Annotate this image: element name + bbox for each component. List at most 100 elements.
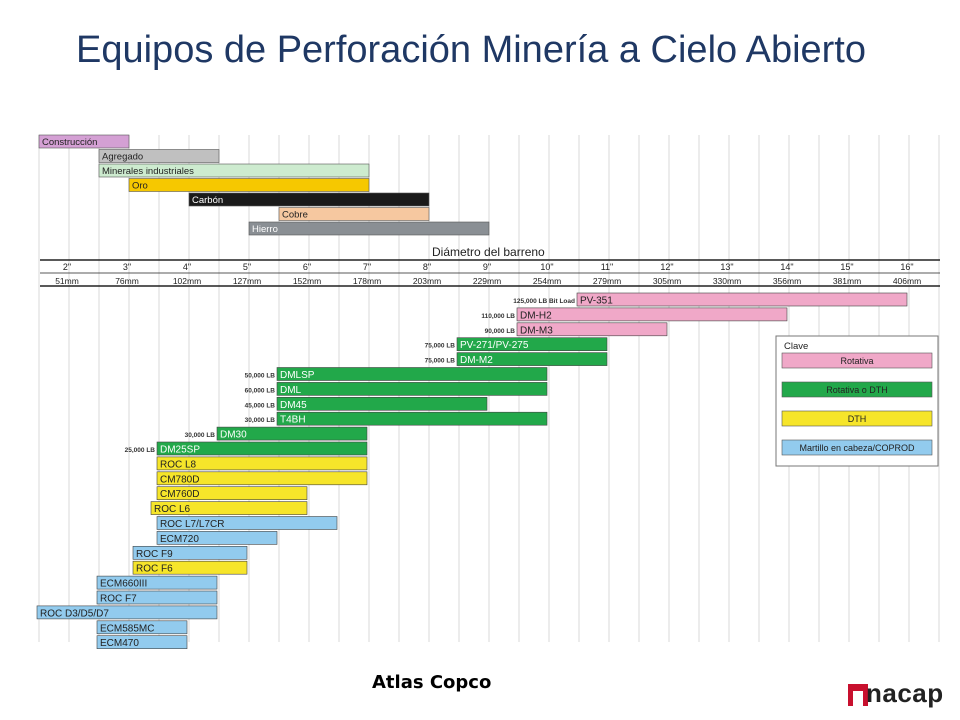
tick-label-in-0: 2"	[63, 262, 71, 272]
rig-bar-roc-f7	[96, 590, 218, 605]
footer-credit: Atlas Copco	[372, 672, 492, 693]
legend-swatch-rotativa	[781, 352, 933, 369]
tick-label-in-11: 13"	[720, 262, 733, 272]
rig-label-roc-l6: ROC L6	[154, 504, 191, 515]
rig-bar-dm30	[216, 426, 368, 441]
rig-load-dm25sp: 25,000 LB	[125, 447, 156, 454]
tick-label-in-7: 9"	[483, 262, 491, 272]
rig-load-pv-271-pv-275: 75,000 LB	[425, 343, 456, 350]
rig-label-roc-l7-l7cr: ROC L7/L7CR	[160, 519, 224, 530]
legend-label-dth: DTH	[848, 414, 867, 424]
rig-load-dm-m2: 75,000 LB	[425, 358, 456, 365]
rig-bar-roc-f6	[132, 560, 248, 575]
rig-label-dm-h2: DM-H2	[520, 310, 552, 321]
tick-label-mm-0: 51mm	[55, 276, 79, 286]
tick-label-mm-2: 102mm	[173, 276, 201, 286]
tick-label-mm-5: 178mm	[353, 276, 381, 286]
application-label-minerales-industriales: Minerales industriales	[102, 166, 194, 177]
rig-load-pv-351: 125,000 LB Bit Load	[513, 298, 575, 305]
rig-label-ecm585mc: ECM585MC	[100, 623, 154, 634]
application-label-carb-n: Carbón	[192, 195, 223, 206]
tick-label-in-6: 8"	[423, 262, 431, 272]
rig-bar-dm-h2	[516, 307, 788, 322]
rig-label-t4bh: T4BH	[280, 415, 306, 426]
rig-label-dm30: DM30	[220, 430, 247, 441]
rig-bar-dm-m2	[456, 352, 608, 366]
drilling-chart: Construcción Agregado Minerales industrial…	[36, 134, 940, 650]
rig-load-dm30: 30,000 LB	[185, 432, 216, 439]
rig-bar-pv-271-pv-275	[456, 337, 608, 352]
application-bar-construcci-n	[38, 134, 130, 149]
tick-label-mm-3: 127mm	[233, 276, 261, 286]
rig-bar-ecm585mc	[96, 620, 188, 635]
rig-label-dm-m3: DM-M3	[520, 325, 553, 336]
tick-label-mm-14: 406mm	[893, 276, 921, 286]
rig-label-roc-d3-d5-d7: ROC D3/D5/D7	[40, 608, 109, 619]
rig-bar-dm45	[276, 396, 488, 411]
rig-bar-dml	[276, 382, 548, 396]
rig-label-pv-271-pv-275: PV-271/PV-275	[460, 340, 529, 351]
rig-bar-ecm470	[96, 635, 188, 650]
tick-label-in-5: 7"	[363, 262, 371, 272]
rig-label-dm-m2: DM-M2	[460, 355, 493, 366]
legend-swatch-martillo-en-cabeza-coprod	[781, 439, 933, 456]
rig-label-ecm470: ECM470	[100, 638, 139, 649]
application-bar-minerales-industriales	[98, 163, 370, 178]
rig-load-dm45: 45,000 LB	[245, 402, 276, 409]
rig-bar-cm760d	[156, 486, 308, 501]
rig-label-ecm660iii: ECM660III	[100, 579, 147, 590]
rig-bar-roc-f9	[132, 545, 248, 560]
tick-label-in-4: 6"	[303, 262, 311, 272]
rig-label-roc-l8: ROC L8	[160, 459, 197, 470]
tick-label-in-3: 5"	[243, 262, 251, 272]
rig-bar-ecm660iii	[96, 575, 218, 590]
application-bar-oro	[128, 178, 370, 192]
tick-label-mm-13: 381mm	[833, 276, 861, 286]
rig-label-roc-f7: ROC F7	[100, 594, 137, 605]
rig-label-dm25sp: DM25SP	[160, 445, 200, 456]
rig-load-dm-h2: 110,000 LB	[481, 313, 515, 320]
application-bar-cobre	[278, 207, 430, 221]
tick-label-in-13: 15"	[840, 262, 853, 272]
rig-bar-roc-l6	[150, 501, 308, 515]
chart-subtitle: Diámetro del barreno	[432, 245, 545, 259]
rig-bar-t4bh	[276, 411, 548, 426]
legend-label-martillo-en-cabeza-coprod: Martillo en cabeza/COPROD	[799, 443, 915, 453]
application-bar-hierro	[248, 221, 490, 236]
rig-label-dml: DML	[280, 385, 302, 396]
tick-label-mm-4: 152mm	[293, 276, 321, 286]
rig-label-pv-351: PV-351	[580, 296, 613, 307]
tick-label-mm-12: 356mm	[773, 276, 801, 286]
rig-load-t4bh: 30,000 LB	[245, 417, 276, 424]
application-label-agregado: Agregado	[102, 152, 143, 163]
rig-load-dmlsp: 50,000 LB	[245, 373, 276, 380]
rig-label-dm45: DM45	[280, 400, 307, 411]
rig-bar-roc-d3-d5-d7	[36, 605, 218, 620]
inacap-logo-mark	[848, 684, 868, 708]
application-label-cobre: Cobre	[282, 210, 308, 221]
rig-bar-roc-l8	[156, 456, 368, 471]
tick-label-mm-6: 203mm	[413, 276, 441, 286]
tick-label-in-8: 10"	[540, 262, 553, 272]
rig-bar-cm780d	[156, 471, 368, 486]
rig-bar-dm25sp	[156, 441, 368, 456]
tick-label-in-10: 12"	[660, 262, 673, 272]
legend-swatch-dth	[781, 410, 933, 427]
tick-label-mm-9: 279mm	[593, 276, 621, 286]
rig-label-cm760d: CM760D	[160, 489, 199, 500]
legend-swatch-rotativa-o-dth	[781, 381, 933, 398]
tick-label-mm-10: 305mm	[653, 276, 681, 286]
rig-label-cm780d: CM780D	[160, 474, 199, 485]
application-label-hierro: Hierro	[252, 224, 278, 235]
rig-load-dml: 60,000 LB	[245, 387, 276, 394]
application-label-construcci-n: Construcción	[42, 137, 97, 148]
application-bar-agregado	[98, 149, 220, 163]
tick-label-in-14: 16"	[900, 262, 913, 272]
rig-bar-roc-l7-l7cr	[156, 516, 338, 530]
rig-bar-dmlsp	[276, 367, 548, 381]
tick-label-in-9: 11"	[601, 262, 614, 272]
tick-label-in-1: 3"	[123, 262, 131, 272]
tick-label-mm-8: 254mm	[533, 276, 561, 286]
tick-label-mm-11: 330mm	[713, 276, 741, 286]
tick-label-mm-7: 229mm	[473, 276, 501, 286]
